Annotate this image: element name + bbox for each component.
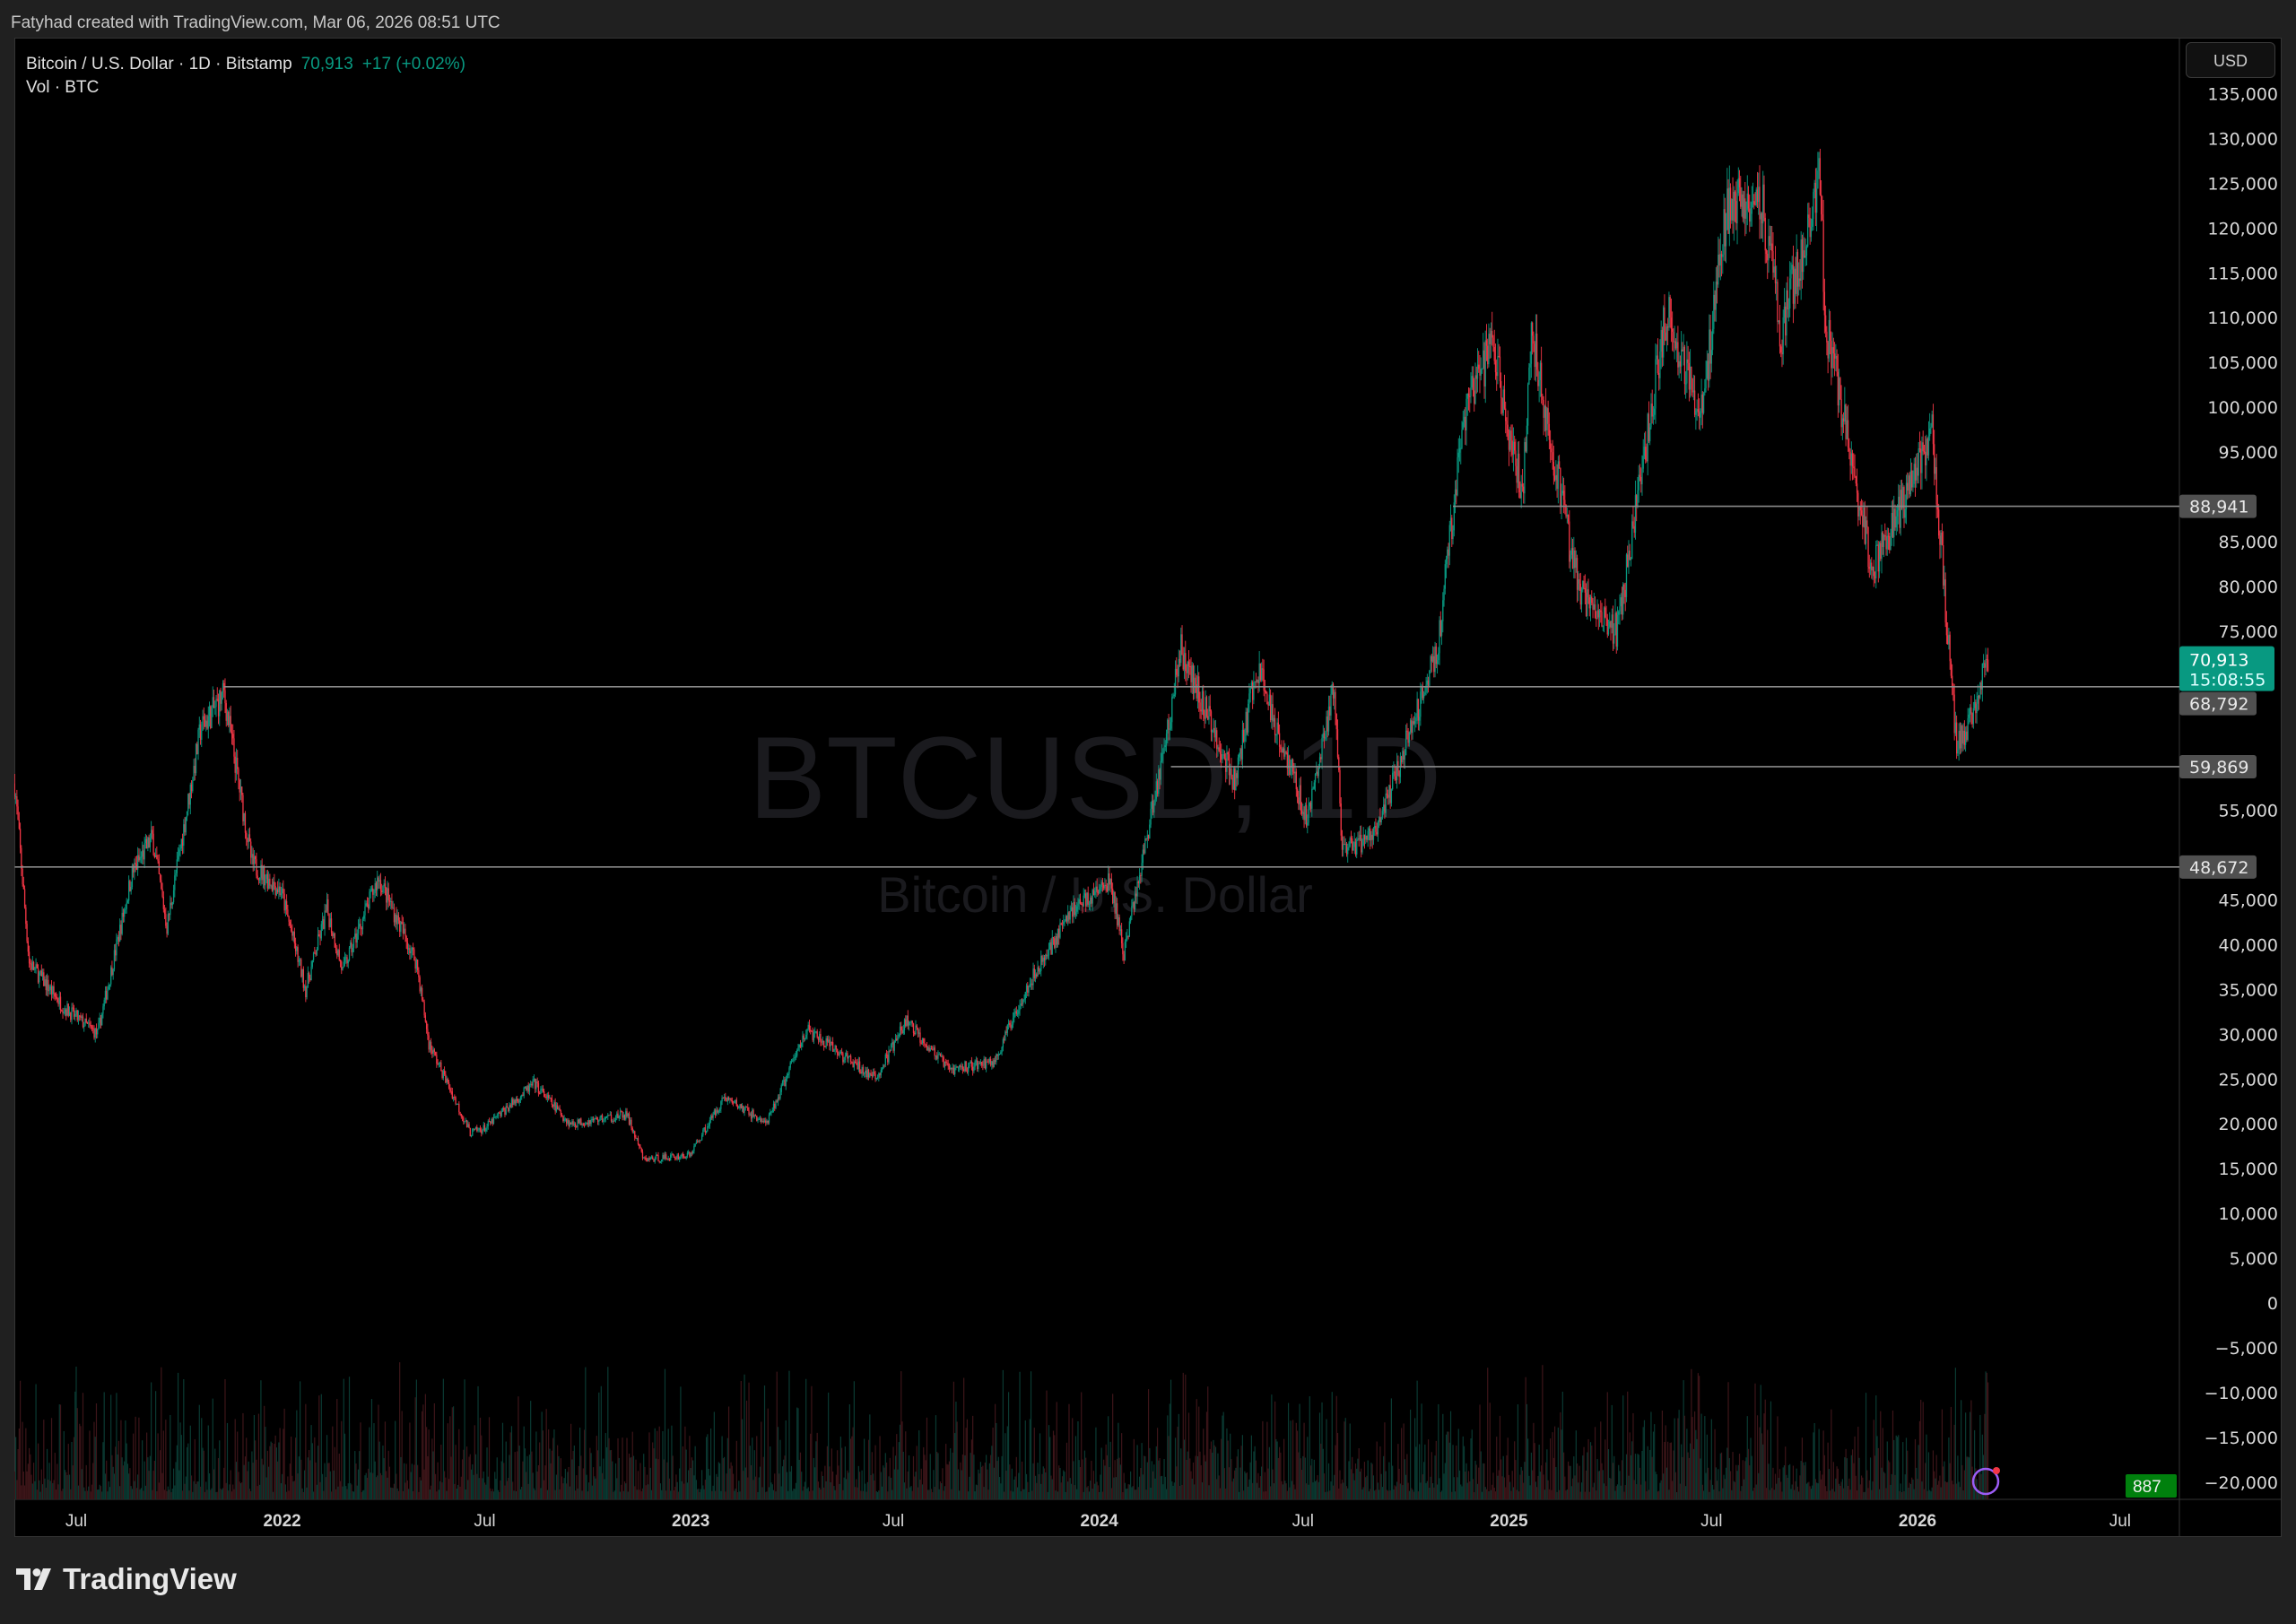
candles [14, 148, 1989, 1164]
chart-credit: Fatyhad created with TradingView.com, Ma… [11, 13, 500, 32]
chart-frame [14, 38, 2282, 1537]
volume-bars [14, 1362, 1989, 1499]
